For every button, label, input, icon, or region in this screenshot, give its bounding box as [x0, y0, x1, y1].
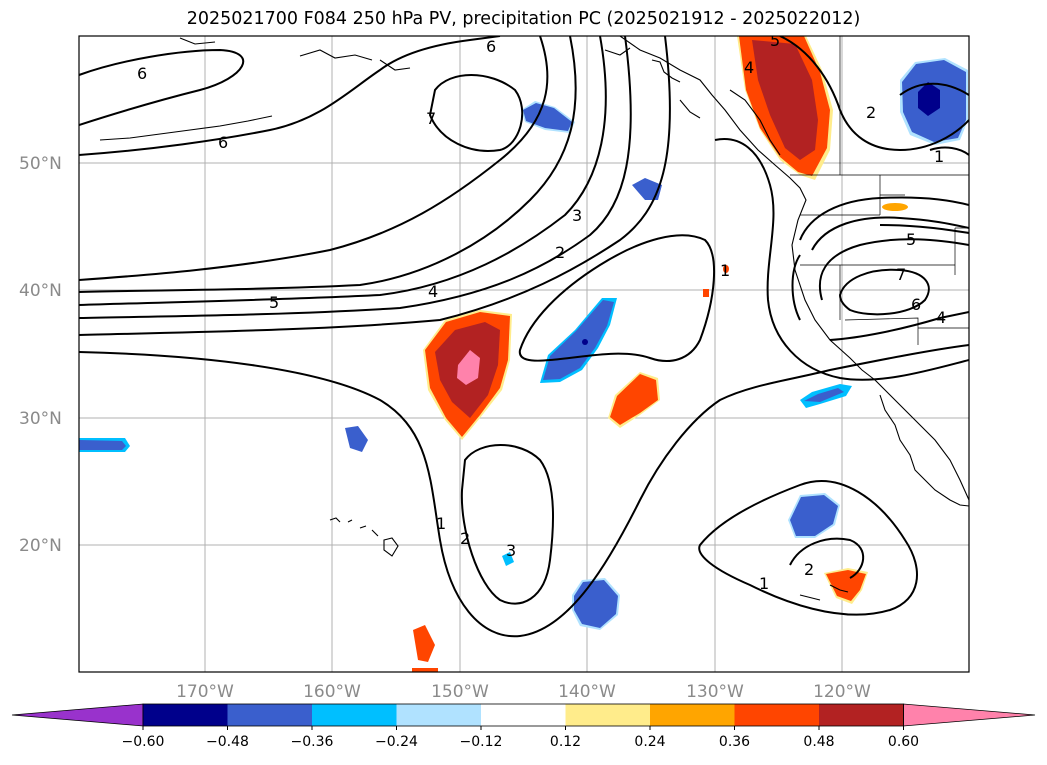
lon-label: 130°W [686, 682, 744, 702]
colorbar-segment [481, 704, 566, 726]
contour-label: 3 [506, 541, 516, 560]
colorbar-tick-label: 0.36 [719, 734, 750, 750]
colorbar-tick-label: 0.48 [803, 734, 834, 750]
contour-3 [79, 36, 607, 306]
contour-label: 2 [460, 529, 470, 548]
colorbar-tick-label: −0.36 [291, 734, 334, 750]
contour-1 [714, 138, 969, 381]
colorbar-segment [143, 704, 228, 726]
lon-label: 140°W [558, 682, 616, 702]
colorbar-tick-label: −0.60 [122, 734, 165, 750]
contour-label: 7 [426, 109, 436, 128]
contour-label: 1 [759, 574, 769, 593]
contour-1 [79, 344, 969, 638]
colorbar-tick-label: 0.60 [888, 734, 919, 750]
contour-label: 6 [911, 295, 921, 314]
lon-label: 170°W [176, 682, 234, 702]
contour-1 [698, 480, 918, 616]
contour-label: 6 [137, 64, 147, 83]
lon-label: 150°W [431, 682, 489, 702]
colorbar-tick-label: −0.48 [206, 734, 249, 750]
figure-title: 2025021700 F084 250 hPa PV, precipitatio… [186, 9, 861, 29]
colorbar-segment [650, 704, 735, 726]
contour-7 [838, 268, 930, 316]
colorbar-tick-label: −0.24 [375, 734, 418, 750]
contour-5 [79, 36, 549, 281]
contour-label: 7 [896, 265, 906, 284]
contour-label: 5 [269, 293, 279, 312]
contour-label: 6 [218, 133, 228, 152]
contour-label: 4 [428, 282, 438, 301]
colorbar-segment [312, 704, 397, 726]
contour-label: 5 [770, 31, 780, 50]
contour-3 [799, 196, 969, 241]
lon-label: 160°W [303, 682, 361, 702]
contour-2 [789, 537, 865, 579]
colorbar-segment [227, 704, 313, 726]
colorbar-segment [734, 704, 820, 726]
north-america-coast [619, 36, 969, 501]
contour-label-group: 6 6 6 7 5 4 3 2 1 1 2 3 5 6 7 4 2 1 1 2 … [137, 31, 946, 593]
contour-6 [79, 48, 245, 126]
state-borders [790, 36, 969, 345]
lat-label: 40°N [19, 281, 62, 301]
lon-label: 120°W [813, 682, 871, 702]
contour-4 [79, 36, 577, 293]
contour-label: 6 [486, 37, 496, 56]
contour-2 [79, 36, 671, 336]
contour-label: 5 [906, 230, 916, 249]
contour-2 [460, 444, 554, 605]
contour-label: 4 [936, 308, 946, 327]
map-frame [78, 35, 970, 673]
contour-label: 3 [572, 206, 582, 225]
contour-4 [791, 254, 801, 321]
colorbar-tick-label: 0.12 [550, 734, 581, 750]
contour-1 [518, 234, 715, 362]
colorbar-border [142, 703, 904, 727]
contour-label: 2 [804, 560, 814, 579]
contour-label: 4 [744, 58, 754, 77]
lat-label: 30°N [19, 409, 62, 429]
contour-1 [929, 146, 969, 156]
colorbar-extend-min [11, 703, 144, 727]
contour-label: 2 [866, 103, 876, 122]
contour-label: 1 [436, 514, 446, 533]
coastlines [99, 36, 969, 601]
precip-positive-field [412, 36, 908, 672]
lat-label: 50°N [19, 154, 62, 174]
colorbar-tick-label: 0.24 [634, 734, 665, 750]
colorbar-tick-label: −0.12 [460, 734, 503, 750]
contour-label: 1 [720, 261, 730, 280]
contour-5 [811, 216, 969, 251]
pv-contours [79, 36, 969, 638]
colorbar-segment [565, 704, 651, 726]
colorbar: −0.60 −0.48 −0.36 −0.24 −0.12 0.12 0.24 0.36 0.4… [11, 703, 1036, 750]
lat-label: 20°N [19, 536, 62, 556]
contour-label: 1 [934, 147, 944, 166]
contour-6 [79, 36, 501, 156]
contour-2 [779, 36, 969, 152]
colorbar-segment [819, 704, 904, 726]
contour-6 [818, 238, 969, 301]
colorbar-extend-max [903, 703, 1036, 727]
contour-7 [428, 74, 524, 152]
contour-label: 2 [555, 243, 565, 262]
colorbar-segment [396, 704, 482, 726]
